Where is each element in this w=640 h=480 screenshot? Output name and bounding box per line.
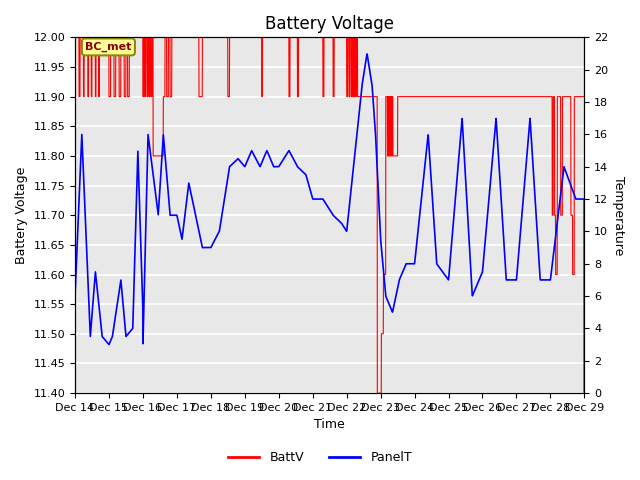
Legend: BattV, PanelT: BattV, PanelT [223, 446, 417, 469]
X-axis label: Time: Time [314, 419, 345, 432]
Y-axis label: Temperature: Temperature [612, 176, 625, 255]
Y-axis label: Battery Voltage: Battery Voltage [15, 167, 28, 264]
Text: BC_met: BC_met [85, 42, 132, 52]
Title: Battery Voltage: Battery Voltage [265, 15, 394, 33]
